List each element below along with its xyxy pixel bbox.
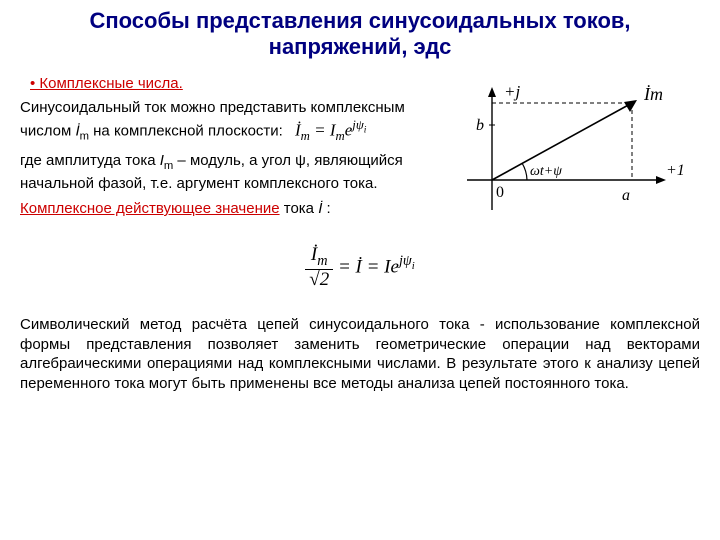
diag-im-label: İm bbox=[643, 84, 663, 104]
complex-plane-diagram: +j İm b ωt+ψ +1 0 a bbox=[432, 75, 692, 225]
title-line-2: напряжений, эдс bbox=[20, 34, 700, 60]
paragraph-rms: Комплексное действующее значение тока İ … bbox=[20, 199, 420, 219]
diag-j-label: +j bbox=[504, 82, 520, 101]
formula-rms: İm √2 = İ = Iejψi bbox=[20, 245, 700, 291]
title-line-1: Способы представления синусоидальных ток… bbox=[20, 8, 700, 34]
paragraph-3: Символический метод расчёта цепей синусо… bbox=[20, 315, 700, 393]
diag-a-label: a bbox=[622, 187, 630, 204]
diag-zero-label: 0 bbox=[496, 184, 504, 201]
diag-b-label: b bbox=[476, 117, 484, 134]
section-heading: • Комплексные числа. bbox=[30, 75, 420, 92]
diag-angle-label: ωt+ψ bbox=[530, 164, 562, 179]
diag-plus1-label: +1 bbox=[666, 162, 685, 179]
paragraph-2: где амплитуда тока Im – модуль, а угол ψ… bbox=[20, 151, 420, 193]
paragraph-1: Синусоидальный ток можно представить ком… bbox=[20, 98, 420, 145]
formula-1: İm = Imejψi bbox=[295, 117, 366, 145]
